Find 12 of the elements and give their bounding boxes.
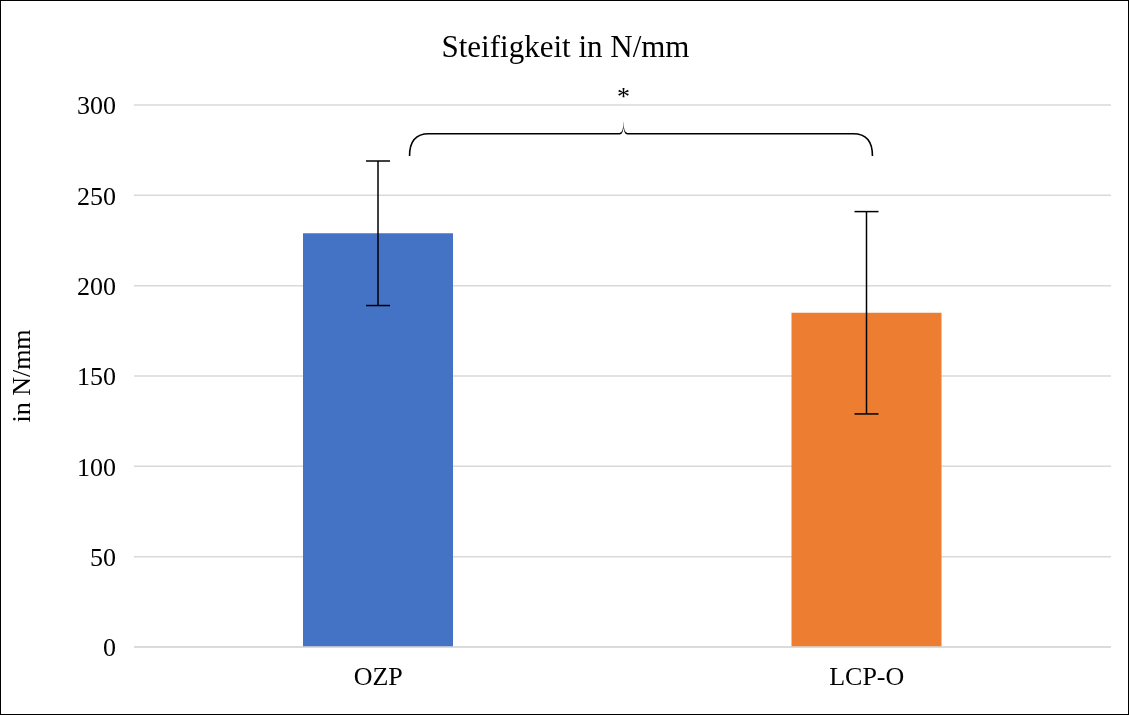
x-tick-label: OZP (353, 662, 403, 692)
y-tick-label: 50 (90, 542, 116, 572)
y-tick-label: 300 (77, 91, 116, 121)
y-axis-title: in N/mm (7, 329, 37, 423)
annotation: * (617, 82, 630, 111)
chart-title: Steifigkeit in N/mm (440, 29, 691, 65)
x-tick-label: LCP-O (829, 662, 905, 692)
y-tick-label: 100 (77, 452, 116, 482)
y-tick-label: 250 (77, 181, 116, 211)
y-tick-label: 200 (77, 271, 116, 301)
y-tick-label: 0 (103, 633, 116, 663)
y-tick-label: 150 (77, 362, 116, 392)
